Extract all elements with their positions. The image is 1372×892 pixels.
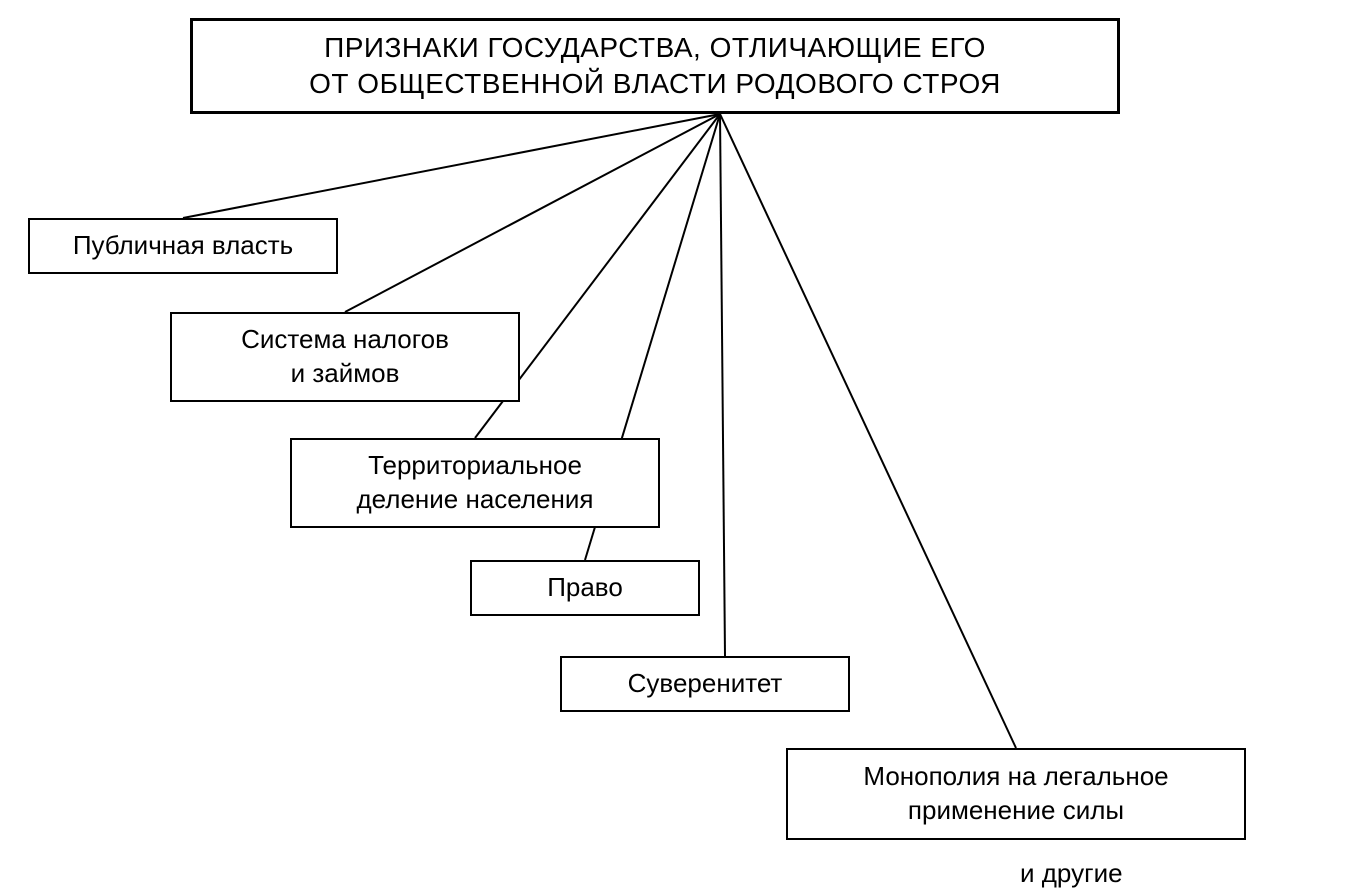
node-label-line1: Система налогов [241,324,449,354]
node-tax-system: Система налогов и займов [170,312,520,402]
footer-label: и другие [1020,858,1123,888]
node-label: Публичная власть [73,229,293,263]
node-law: Право [470,560,700,616]
edge-4 [720,114,725,656]
title-box: ПРИЗНАКИ ГОСУДАРСТВА, ОТЛИЧАЮЩИЕ ЕГО ОТ … [190,18,1120,114]
node-label-line2: деление населения [357,484,594,514]
node-monopoly-force: Монополия на легальное применение силы [786,748,1246,840]
edge-1 [345,114,720,312]
node-territorial: Территориальное деление населения [290,438,660,528]
node-label-line1: Монополия на легальное [863,761,1168,791]
edge-0 [183,114,720,218]
node-label-line1: Территориальное [368,450,582,480]
footer-text: и другие [1020,858,1123,889]
edge-5 [720,114,1016,748]
node-public-power: Публичная власть [28,218,338,274]
diagram-root: ПРИЗНАКИ ГОСУДАРСТВА, ОТЛИЧАЮЩИЕ ЕГО ОТ … [0,0,1372,892]
node-label-line2: применение силы [908,795,1124,825]
node-sovereignty: Суверенитет [560,656,850,712]
node-label: Суверенитет [628,667,783,701]
node-label: Право [547,571,623,605]
title-line1: ПРИЗНАКИ ГОСУДАРСТВА, ОТЛИЧАЮЩИЕ ЕГО [324,32,986,63]
node-label-line2: и займов [291,358,400,388]
title-line2: ОТ ОБЩЕСТВЕННОЙ ВЛАСТИ РОДОВОГО СТРОЯ [309,68,1001,99]
